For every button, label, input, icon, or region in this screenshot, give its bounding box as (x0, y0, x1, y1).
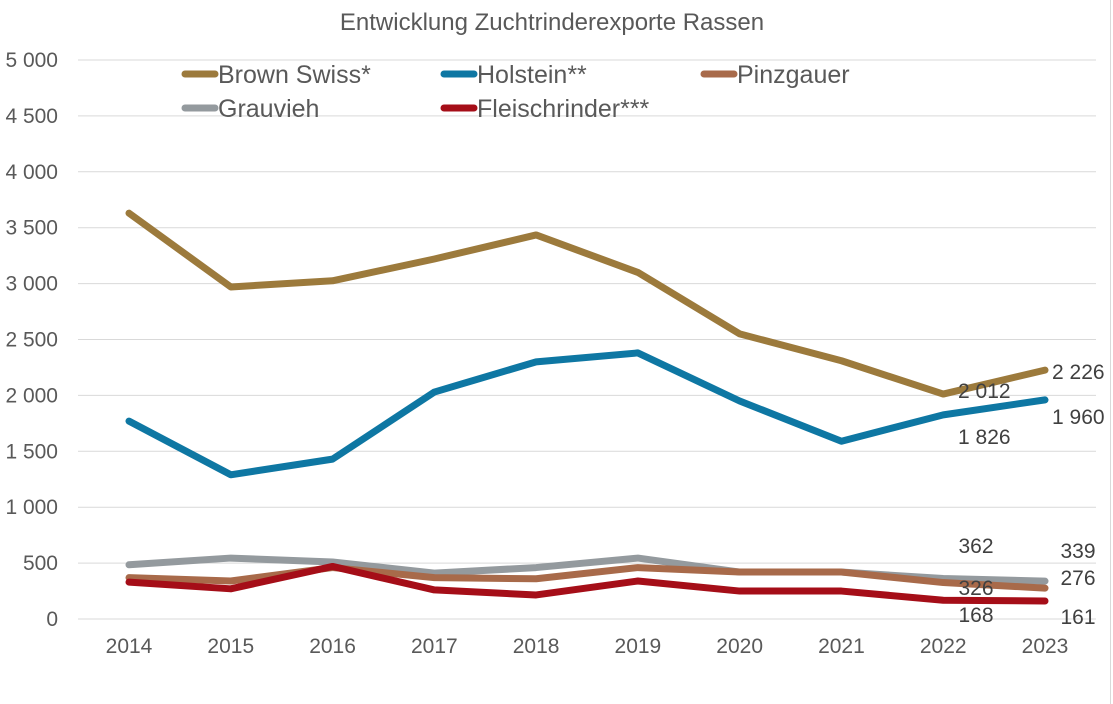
chart-title: Entwicklung Zuchtrinderexporte Rassen (340, 9, 764, 36)
legend-item: Brown Swiss* (181, 61, 371, 89)
series-line-fleischrinder (125, 562, 1049, 605)
legend-label: Brown Swiss* (218, 61, 371, 89)
data-label: 168 (958, 604, 993, 627)
gridlines (78, 59, 1096, 620)
y-tick-label: 500 (23, 552, 58, 575)
data-label: 1 826 (958, 426, 1011, 449)
data-label: 339 (1060, 540, 1095, 563)
legend-label: Fleischrinder*** (477, 95, 650, 123)
y-tick-label: 4 500 (5, 105, 58, 128)
data-label: 276 (1060, 567, 1095, 590)
y-tick-label: 3 500 (5, 217, 58, 240)
chart-border (1110, 0, 1111, 704)
series-line-holstein (125, 349, 1049, 479)
x-tick-label: 2015 (207, 635, 254, 658)
data-label: 1 960 (1052, 406, 1105, 429)
data-label: 2 012 (958, 380, 1011, 403)
y-axis: 0 500 1 000 1 500 2 000 2 500 3 000 3 500 4 000 4… (5, 49, 58, 631)
legend-label: Pinzgauer (737, 61, 850, 89)
data-label: 326 (958, 577, 993, 600)
data-label: 362 (958, 535, 993, 558)
y-tick-label: 5 000 (5, 49, 58, 72)
y-tick-label: 4 000 (5, 161, 58, 184)
legend-item: Grauvieh (181, 95, 319, 123)
x-tick-label: 2019 (615, 635, 662, 658)
legend: Brown Swiss* Holstein** Pinzgauer Grauvieh F… (181, 61, 850, 123)
x-tick-label: 2021 (818, 635, 865, 658)
x-tick-label: 2020 (716, 635, 763, 658)
y-tick-label: 0 (46, 608, 58, 631)
data-labels: 2 012 2 226 1 826 1 960 362 339 326 276 168 161 (958, 361, 1105, 629)
series-lines (125, 209, 1049, 605)
x-axis: 2014 2015 2016 2017 2018 2019 2020 2021 2022 2023 (106, 635, 1069, 658)
y-tick-label: 2 500 (5, 329, 58, 352)
y-tick-label: 1 000 (5, 496, 58, 519)
legend-item: Pinzgauer (700, 61, 850, 89)
x-tick-label: 2022 (920, 635, 967, 658)
data-label: 2 226 (1052, 361, 1105, 384)
series-line-brown-swiss (125, 209, 1049, 398)
legend-item: Holstein** (440, 61, 587, 89)
y-tick-label: 3 000 (5, 273, 58, 296)
x-tick-label: 2017 (411, 635, 458, 658)
legend-item: Fleischrinder*** (440, 95, 650, 123)
x-tick-label: 2014 (106, 635, 153, 658)
x-tick-label: 2016 (309, 635, 356, 658)
data-label: 161 (1060, 606, 1095, 629)
y-tick-label: 2 000 (5, 384, 58, 407)
x-tick-label: 2023 (1022, 635, 1069, 658)
legend-label: Holstein** (477, 61, 587, 89)
y-tick-label: 1 500 (5, 440, 58, 463)
legend-label: Grauvieh (218, 95, 319, 123)
x-tick-label: 2018 (513, 635, 560, 658)
